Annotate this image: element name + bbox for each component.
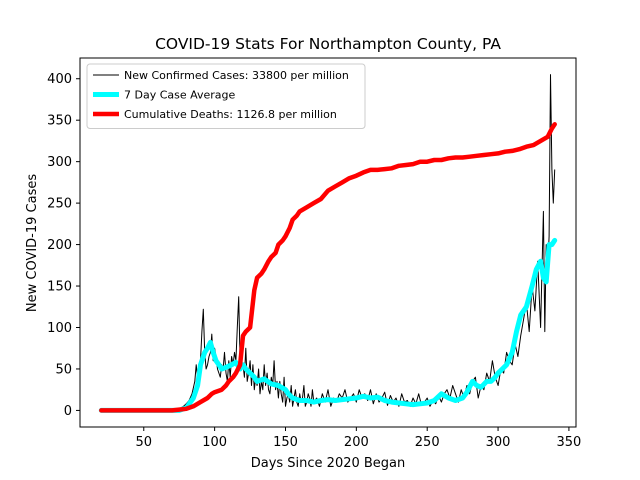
y-axis-title: New COVID-19 Cases <box>25 174 40 312</box>
x-tick-label: 200 <box>344 435 369 450</box>
chart-title: COVID-19 Stats For Northampton County, P… <box>155 35 501 53</box>
legend-label: Cumulative Deaths: 1126.8 per million <box>124 108 337 121</box>
legend-label: New Confirmed Cases: 33800 per million <box>124 69 349 82</box>
legend-box <box>86 63 366 129</box>
y-tick-label: 300 <box>47 155 72 170</box>
y-tick-label: 0 <box>64 404 72 419</box>
y-tick-label: 250 <box>47 197 72 212</box>
series-line-cumulative-deaths <box>99 122 557 413</box>
series-layer <box>98 74 558 413</box>
y-tick-label: 400 <box>47 72 72 87</box>
y-tick-label: 150 <box>47 280 72 295</box>
x-tick-label: 250 <box>415 435 440 450</box>
plot-frame <box>79 57 577 428</box>
series-line-7-day-case-average <box>98 237 558 413</box>
x-tick-label: 350 <box>557 435 582 450</box>
legend: New Confirmed Cases: 33800 per million 7 … <box>86 63 366 129</box>
axes-layer: 50 100 150 200 250 300 350 0 50 100 150 200 250 300 35… <box>47 57 582 450</box>
legend-label: 7 Day Case Average <box>124 89 236 102</box>
x-tick-label: 100 <box>202 435 227 450</box>
y-tick-label: 200 <box>47 238 72 253</box>
y-tick-label: 50 <box>55 362 72 377</box>
x-axis-title: Days Since 2020 Began <box>251 456 406 471</box>
y-tick-label: 350 <box>47 114 72 129</box>
x-tick-label: 50 <box>135 435 152 450</box>
y-tick-label: 100 <box>47 321 72 336</box>
x-tick-label: 150 <box>273 435 298 450</box>
x-tick-label: 300 <box>486 435 511 450</box>
